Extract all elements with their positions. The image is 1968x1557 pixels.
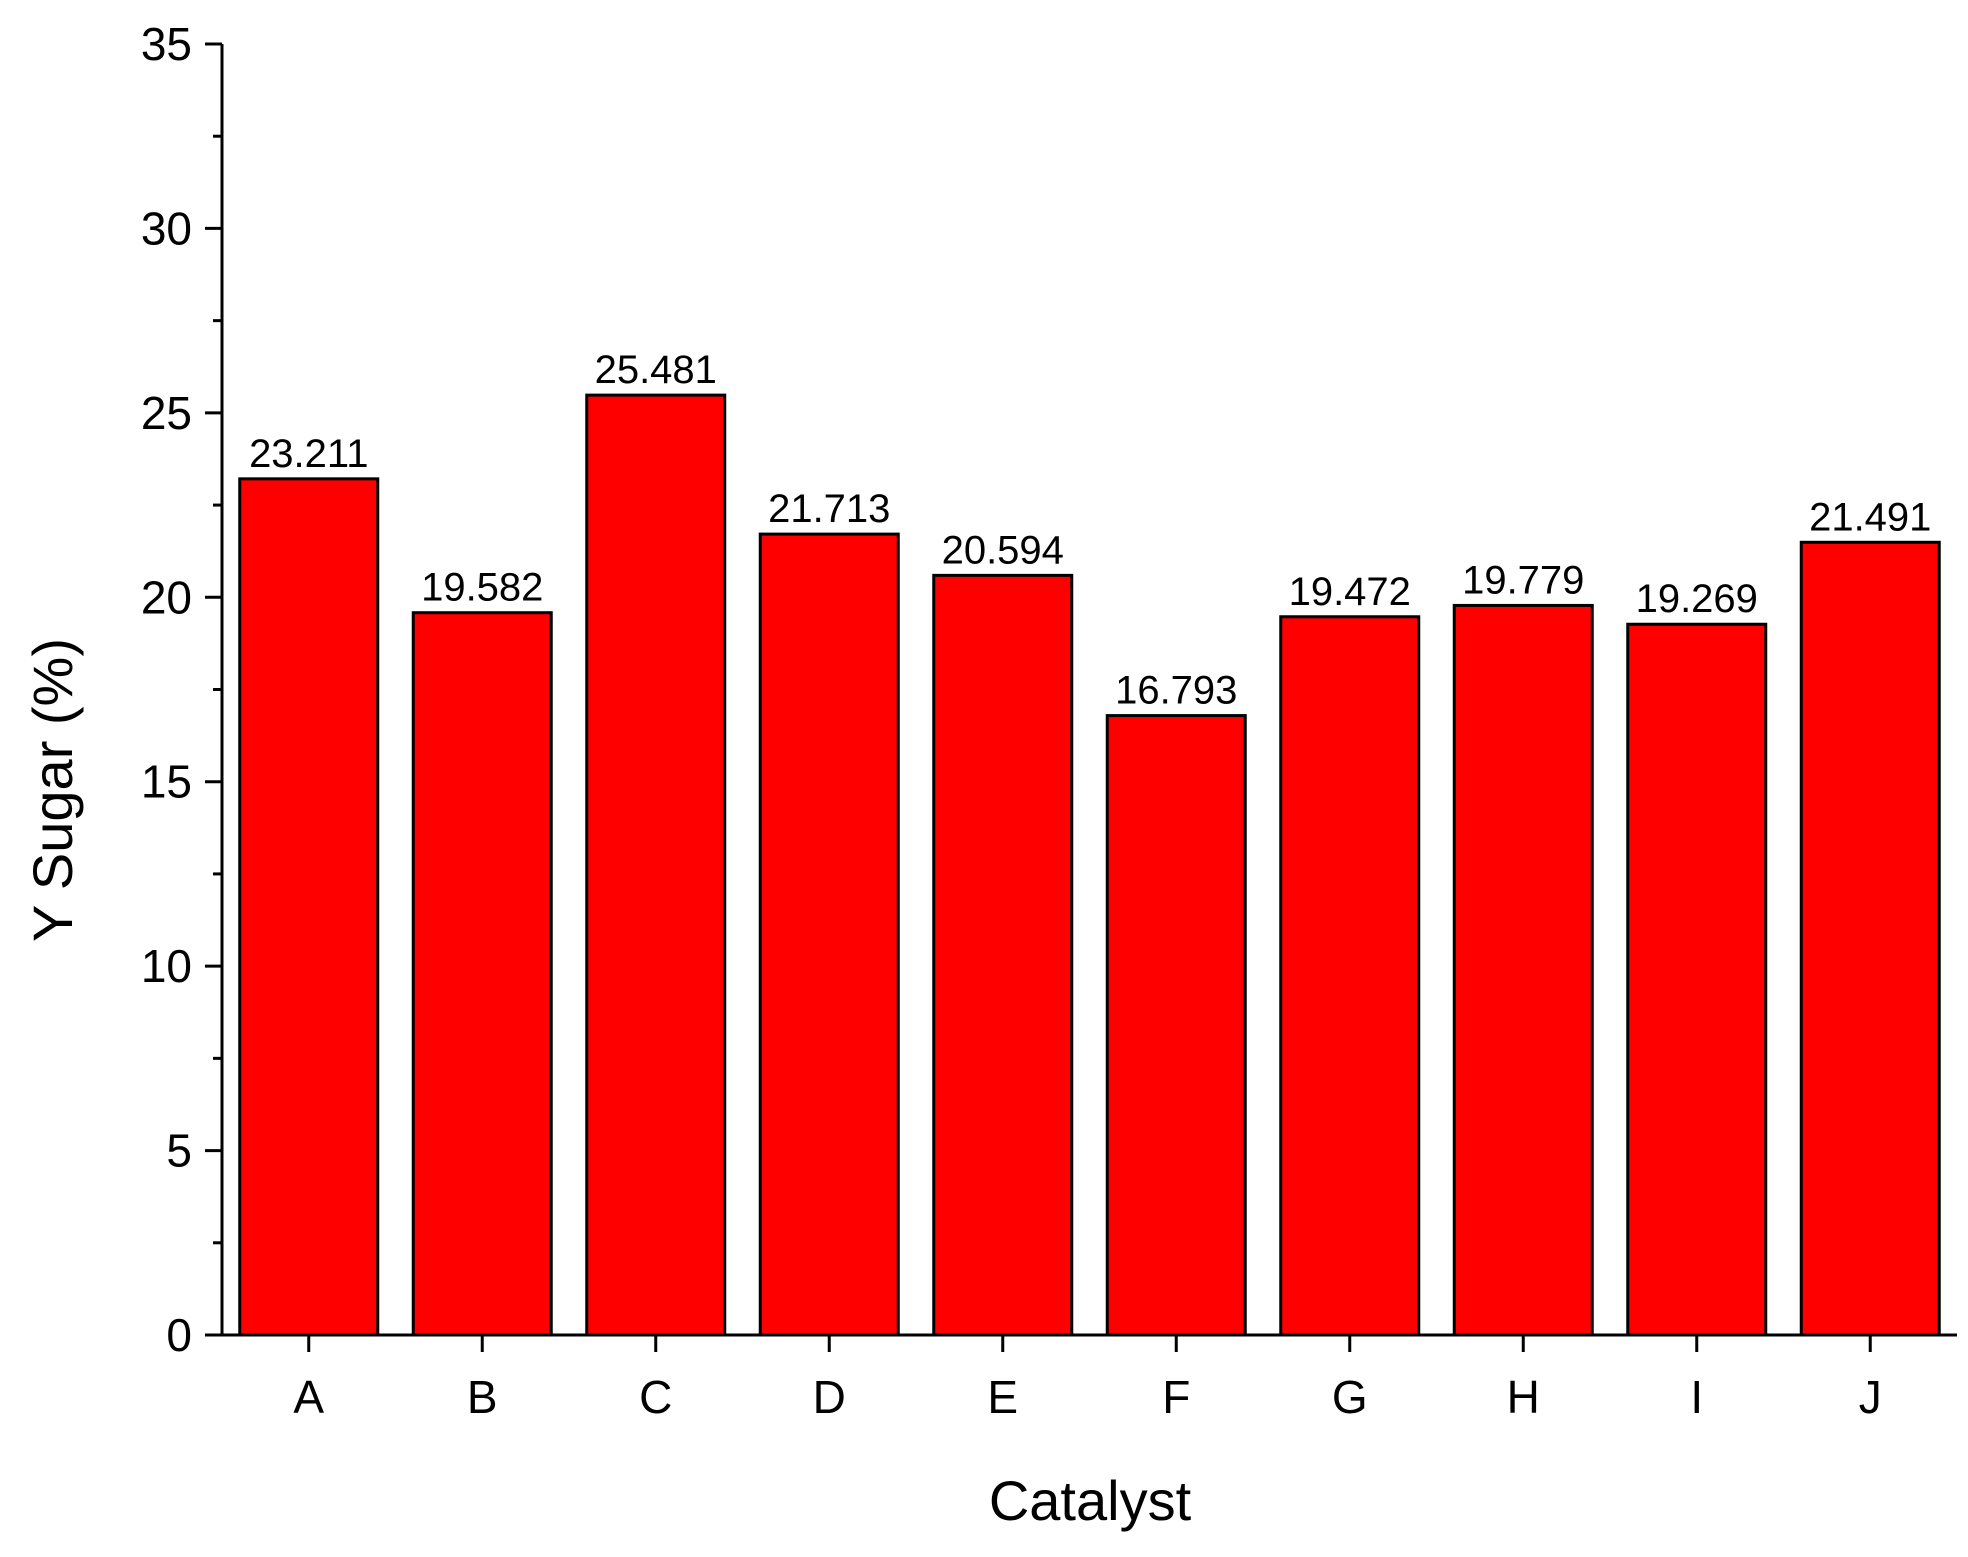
y-tick-label: 0 bbox=[166, 1309, 192, 1361]
x-tick-label-i: I bbox=[1690, 1371, 1703, 1423]
x-tick-label-g: G bbox=[1332, 1371, 1368, 1423]
x-tick-label-b: B bbox=[467, 1371, 498, 1423]
y-tick-label: 15 bbox=[141, 756, 192, 808]
y-tick-label: 30 bbox=[141, 202, 192, 254]
bar-b bbox=[411, 611, 553, 1337]
data-label-c: 25.481 bbox=[595, 348, 717, 392]
bar-c bbox=[585, 393, 727, 1337]
x-tick-label-e: E bbox=[987, 1371, 1018, 1423]
bar-g bbox=[1279, 615, 1421, 1337]
y-tick-label: 10 bbox=[141, 940, 192, 992]
x-tick-label-a: A bbox=[293, 1371, 324, 1423]
x-tick-label-j: J bbox=[1859, 1371, 1882, 1423]
bar-d bbox=[758, 532, 900, 1337]
y-axis-title: Y Sugar (%) bbox=[21, 638, 84, 942]
x-tick-label-d: D bbox=[813, 1371, 846, 1423]
data-label-g: 19.472 bbox=[1289, 570, 1411, 614]
x-axis-title: Catalyst bbox=[989, 1469, 1192, 1532]
data-label-h: 19.779 bbox=[1462, 558, 1584, 602]
bar-a bbox=[238, 477, 380, 1337]
y-tick-label: 35 bbox=[141, 18, 192, 70]
data-labels-group: 23.211 19.582 25.481 21.713 20.594 16.793 19.4… bbox=[249, 348, 1931, 712]
data-label-e: 20.594 bbox=[942, 528, 1064, 572]
bar-i bbox=[1626, 622, 1768, 1337]
data-label-f: 16.793 bbox=[1115, 669, 1237, 713]
x-tick-label-h: H bbox=[1507, 1371, 1540, 1423]
x-tick-label-c: C bbox=[639, 1371, 672, 1423]
data-label-a: 23.211 bbox=[249, 432, 368, 476]
data-label-b: 19.582 bbox=[421, 566, 543, 610]
y-tick-label: 20 bbox=[141, 571, 192, 623]
bar-j bbox=[1799, 540, 1941, 1337]
data-label-j: 21.491 bbox=[1809, 495, 1931, 539]
bar-f bbox=[1105, 714, 1247, 1337]
y-tick-label: 5 bbox=[166, 1125, 192, 1177]
bar-e bbox=[932, 573, 1074, 1337]
x-tick-label-f: F bbox=[1162, 1371, 1190, 1423]
y-axis: 0 5 10 15 20 25 30 35 bbox=[141, 18, 224, 1361]
bars-group bbox=[238, 393, 1941, 1337]
data-label-d: 21.713 bbox=[768, 487, 890, 531]
x-axis: A B C D E F G H I J bbox=[222, 1333, 1957, 1423]
bar-h bbox=[1452, 603, 1594, 1337]
y-tick-label: 25 bbox=[141, 387, 192, 439]
data-label-i: 19.269 bbox=[1636, 577, 1758, 621]
